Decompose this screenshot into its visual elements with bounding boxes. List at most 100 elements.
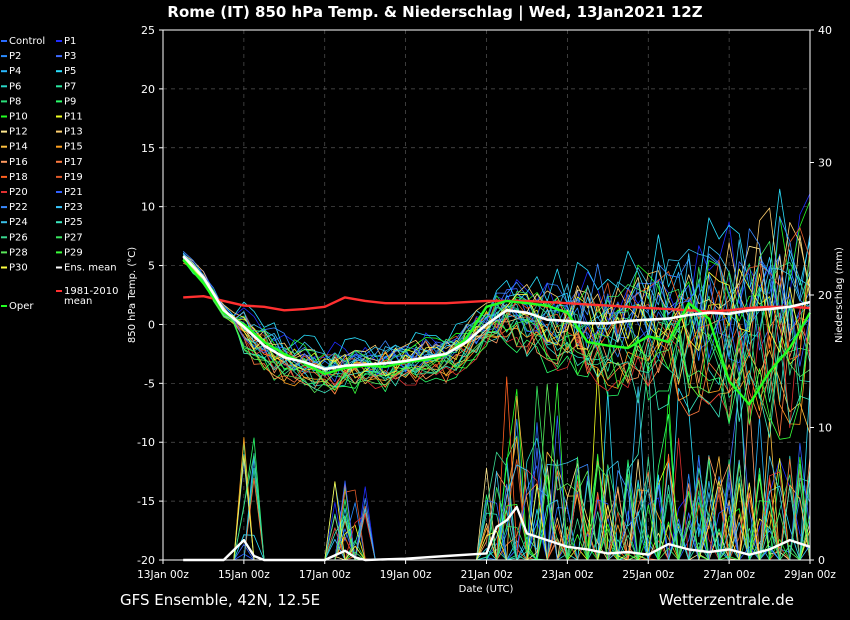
legend-label: Control — [9, 36, 45, 47]
legend-label: P22 — [9, 202, 28, 213]
legend-label: P13 — [64, 127, 83, 138]
legend-label: P30 — [9, 263, 28, 274]
footer-model-info: GFS Ensemble, 42N, 12.5E — [120, 591, 320, 609]
left-tick-label: -15 — [137, 495, 155, 508]
legend-item-ens-mean: Ens. mean — [56, 263, 117, 274]
left-tick-label: 20 — [141, 83, 155, 96]
legend-label: P3 — [64, 51, 76, 62]
legend-item-p24: P24 — [1, 217, 28, 228]
x-tick-label: 17Jan 00z — [299, 569, 351, 581]
legend-label: P7 — [64, 81, 76, 92]
right-tick-label: 0 — [818, 554, 825, 567]
x-tick-label: 25Jan 00z — [622, 569, 674, 581]
x-tick-label: 15Jan 00z — [218, 569, 270, 581]
right-axis-ticks: 40 30 20 10 0 — [810, 24, 832, 567]
left-tick-label: 5 — [148, 260, 155, 273]
legend-item-p29: P29 — [56, 247, 83, 258]
legend-item-p7: P7 — [56, 81, 76, 92]
legend-label: Ens. mean — [64, 263, 117, 274]
legend-item-p27: P27 — [56, 232, 83, 243]
x-tick-label: 19Jan 00z — [380, 569, 432, 581]
legend-item-oper: Oper — [1, 301, 34, 312]
legend-label: P20 — [9, 187, 28, 198]
legend-item-p3: P3 — [56, 51, 76, 62]
member-temp-line-p16 — [182, 259, 811, 403]
x-tick-label: 23Jan 00z — [541, 569, 593, 581]
legend-label: P26 — [9, 232, 28, 243]
left-tick-label: 0 — [148, 318, 155, 331]
legend-item-p1: P1 — [56, 36, 76, 47]
left-tick-label: -20 — [137, 554, 155, 567]
legend-item-p19: P19 — [56, 172, 83, 183]
chart-title: Rome (IT) 850 hPa Temp. & Niederschlag |… — [167, 3, 702, 22]
legend-item-p22: P22 — [1, 202, 28, 213]
legend-item-p5: P5 — [56, 66, 76, 77]
legend-label: P9 — [64, 96, 76, 107]
legend-item-p9: P9 — [56, 96, 76, 107]
legend-item-p28: P28 — [1, 247, 28, 258]
legend-label: P18 — [9, 172, 28, 183]
legend-item-p10: P10 — [1, 112, 28, 123]
left-axis-ticks: 25 20 15 10 5 0 -5 -10 -15 -20 — [137, 24, 163, 567]
left-tick-label: 10 — [141, 201, 155, 214]
legend-item-p8: P8 — [1, 96, 21, 107]
legend-label: P23 — [64, 202, 83, 213]
member-temp-line-p26 — [182, 258, 811, 394]
legend-label: P2 — [9, 51, 21, 62]
temperature-lines — [182, 188, 812, 440]
legend-label: P28 — [9, 247, 28, 258]
oper-temp-line — [182, 258, 812, 406]
x-tick-label: 21Jan 00z — [461, 569, 513, 581]
legend-label: P29 — [64, 247, 83, 258]
legend-label: P5 — [64, 66, 76, 77]
legend-item-p11: P11 — [56, 112, 83, 123]
legend-label: P25 — [64, 217, 83, 228]
legend-item-p30: P30 — [1, 263, 28, 274]
legend-label: P1 — [64, 36, 76, 47]
right-tick-label: 40 — [818, 24, 832, 37]
member-temp-line-p15 — [182, 261, 811, 425]
legend-item-p25: P25 — [56, 217, 83, 228]
right-tick-label: 30 — [818, 157, 832, 170]
left-tick-label: 25 — [141, 24, 155, 37]
legend-item-control: Control — [1, 36, 45, 47]
legend-label: Oper — [9, 301, 34, 312]
legend: Control P1 P2 P3 P4 P5 P6 P7 P8 P9 P10 P11 P12 P13 P14… — [1, 36, 119, 312]
legend-label: P17 — [64, 157, 83, 168]
footer-source: Wetterzentrale.de — [659, 591, 794, 609]
legend-label: P4 — [9, 66, 21, 77]
right-tick-label: 20 — [818, 289, 832, 302]
member-temp-line-p29 — [182, 258, 811, 440]
legend-item-p17: P17 — [56, 157, 83, 168]
legend-label: P11 — [64, 112, 83, 123]
legend-label: P16 — [9, 157, 28, 168]
x-tick-label: 29Jan 00z — [784, 569, 836, 581]
member-temp-line-p20 — [182, 259, 811, 429]
x-tick-label: 13Jan 00z — [137, 569, 189, 581]
legend-label: P21 — [64, 187, 83, 198]
left-axis-label: 850 hPa Temp. (°C) — [127, 247, 138, 343]
legend-item-p13: P13 — [56, 127, 83, 138]
ens-mean-temp-line — [182, 255, 811, 371]
legend-label: P6 — [9, 81, 21, 92]
legend-item-p6: P6 — [1, 81, 21, 92]
legend-label: P27 — [64, 232, 83, 243]
legend-label: P8 — [9, 96, 21, 107]
left-tick-label: -10 — [137, 436, 155, 449]
legend-item-p15: P15 — [56, 142, 83, 153]
legend-label: P24 — [9, 217, 28, 228]
member-temp-line-p28 — [182, 259, 811, 423]
member-temp-line-p25 — [182, 258, 811, 438]
legend-item-p26: P26 — [1, 232, 28, 243]
legend-label: 1981-2010 — [64, 286, 119, 297]
right-tick-label: 10 — [818, 422, 832, 435]
legend-label: P14 — [9, 142, 28, 153]
legend-item-p18: P18 — [1, 172, 28, 183]
legend-item-p4: P4 — [1, 66, 21, 77]
legend-label: P12 — [9, 127, 28, 138]
x-axis-ticks: 13Jan 00z 15Jan 00z 17Jan 00z 19Jan 00z 21Ja… — [137, 560, 836, 581]
right-axis-label: Niederschlag (mm) — [834, 247, 845, 343]
legend-item-p12: P12 — [1, 127, 28, 138]
left-tick-label: -5 — [144, 377, 155, 390]
